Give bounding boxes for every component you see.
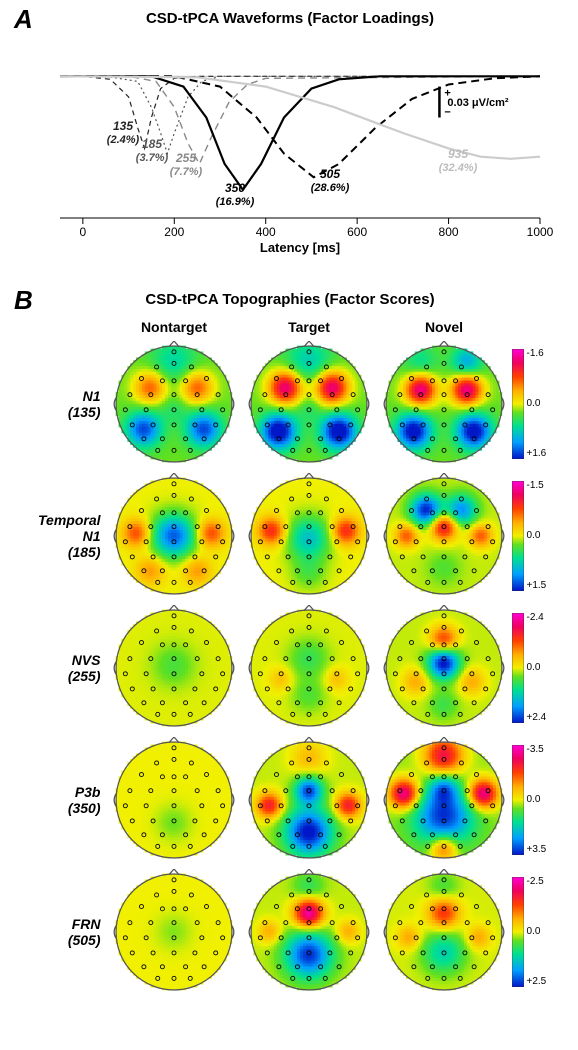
topo-1-2: [381, 473, 507, 599]
row-label-4: FRN(505): [19, 916, 107, 948]
svg-text:600: 600: [347, 225, 367, 239]
topo-2-2: [381, 605, 507, 731]
svg-text:−: −: [444, 107, 450, 119]
topo-4-1: [246, 869, 372, 995]
colorbar-2: -2.40.0+2.4: [512, 613, 560, 723]
svg-text:1000: 1000: [527, 225, 554, 239]
topo-2-0: [111, 605, 237, 731]
topo-0-2: [381, 341, 507, 467]
colorbar-4: -2.50.0+2.5: [512, 877, 560, 987]
svg-text:(28.6%): (28.6%): [311, 182, 350, 194]
svg-text:+: +: [444, 88, 450, 100]
svg-text:200: 200: [164, 225, 184, 239]
colorbar-3: -3.50.0+3.5: [512, 745, 560, 855]
svg-text:185: 185: [142, 137, 162, 151]
colorbar-0: -1.60.0+1.6: [512, 349, 560, 459]
col-header-1: Target: [242, 319, 377, 335]
svg-text:0.03 μV/cm²: 0.03 μV/cm²: [447, 97, 508, 109]
svg-text:(32.4%): (32.4%): [439, 162, 478, 174]
topo-4-0: [111, 869, 237, 995]
svg-text:400: 400: [256, 225, 276, 239]
topo-3-2: [381, 737, 507, 863]
col-header-2: Novel: [377, 319, 512, 335]
svg-text:(3.7%): (3.7%): [136, 152, 169, 164]
topo-1-0: [111, 473, 237, 599]
topo-1-1: [246, 473, 372, 599]
waveform-chart: 135(2.4%)185(3.7%) 255(7.7%) 350(16.9%) 505…: [10, 10, 570, 270]
svg-text:800: 800: [439, 225, 459, 239]
row-label-1: TemporalN1(185): [19, 512, 107, 560]
topo-2-1: [246, 605, 372, 731]
topo-0-1: [246, 341, 372, 467]
col-header-0: Nontarget: [107, 319, 242, 335]
svg-text:135: 135: [113, 119, 133, 133]
svg-text:350: 350: [225, 181, 245, 195]
svg-text:(16.9%): (16.9%): [216, 196, 255, 208]
topo-3-1: [246, 737, 372, 863]
row-label-2: NVS(255): [19, 652, 107, 684]
colorbar-1: -1.50.0+1.5: [512, 481, 560, 591]
svg-text:(7.7%): (7.7%): [170, 166, 203, 178]
svg-text:(2.4%): (2.4%): [107, 134, 140, 146]
svg-text:255: 255: [175, 151, 196, 165]
row-label-0: N1(135): [19, 388, 107, 420]
topography-grid: NontargetTargetNovel N1(135) -1.60.0+1.6 Te…: [0, 319, 578, 995]
svg-text:505: 505: [320, 167, 340, 181]
panel-b-label: B: [14, 285, 33, 316]
svg-text:Latency [ms]: Latency [ms]: [260, 240, 340, 255]
topo-0-0: [111, 341, 237, 467]
row-label-3: P3b(350): [19, 784, 107, 816]
panel-b-title: CSD-tPCA Topographies (Factor Scores): [80, 291, 500, 308]
topo-4-2: [381, 869, 507, 995]
topo-3-0: [111, 737, 237, 863]
svg-text:0: 0: [80, 225, 87, 239]
svg-text:935: 935: [448, 147, 468, 161]
